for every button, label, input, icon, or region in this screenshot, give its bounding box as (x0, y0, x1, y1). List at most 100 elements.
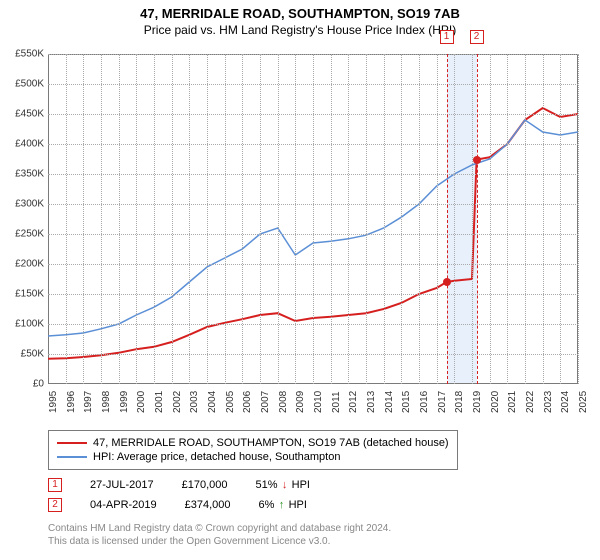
x-tick-label: 2018 (454, 391, 465, 413)
x-tick-label: 2008 (278, 391, 289, 413)
gridline-v (525, 54, 526, 384)
sales-table: 1 27-JUL-2017 £170,000 51% ↓ HPI 2 04-AP… (48, 478, 310, 518)
gridline-v (313, 54, 314, 384)
title-block: 47, MERRIDALE ROAD, SOUTHAMPTON, SO19 7A… (0, 0, 600, 37)
x-tick-label: 2013 (366, 391, 377, 413)
gridline-v (172, 54, 173, 384)
footer-line: This data is licensed under the Open Gov… (48, 535, 391, 548)
x-tick-label: 1997 (83, 391, 94, 413)
gridline-v (119, 54, 120, 384)
y-tick-label: £150K (0, 289, 44, 300)
gridline-v (348, 54, 349, 384)
y-tick-label: £50K (0, 349, 44, 360)
legend-swatch (57, 456, 87, 458)
gridline-v (472, 54, 473, 384)
y-tick-label: £450K (0, 109, 44, 120)
legend-item: 47, MERRIDALE ROAD, SOUTHAMPTON, SO19 7A… (57, 437, 449, 449)
title-address: 47, MERRIDALE ROAD, SOUTHAMPTON, SO19 7A… (0, 6, 600, 21)
x-tick-label: 2014 (384, 391, 395, 413)
y-tick-label: £350K (0, 169, 44, 180)
sale-price: £170,000 (182, 479, 228, 491)
legend-item: HPI: Average price, detached house, Sout… (57, 451, 449, 463)
footer-attribution: Contains HM Land Registry data © Crown c… (48, 522, 391, 548)
x-tick-label: 2005 (225, 391, 236, 413)
gridline-v (366, 54, 367, 384)
sale-marker-box: 2 (48, 498, 62, 512)
y-tick-label: £250K (0, 229, 44, 240)
gridline-v (578, 54, 579, 384)
x-tick-label: 2010 (313, 391, 324, 413)
gridline-v (401, 54, 402, 384)
x-tick-label: 2020 (490, 391, 501, 413)
x-tick-label: 2003 (189, 391, 200, 413)
x-tick-label: 2024 (560, 391, 571, 413)
gridline-v (490, 54, 491, 384)
arrow-up-icon: ↑ (278, 499, 286, 511)
legend-label: 47, MERRIDALE ROAD, SOUTHAMPTON, SO19 7A… (93, 437, 449, 449)
x-tick-label: 2009 (295, 391, 306, 413)
gridline-v (101, 54, 102, 384)
plot-area: £0£50K£100K£150K£200K£250K£300K£350K£400… (48, 54, 578, 384)
x-tick-label: 2017 (437, 391, 448, 413)
sale-point-dot (473, 156, 481, 164)
gridline-v (543, 54, 544, 384)
sale-row: 2 04-APR-2019 £374,000 6% ↑ HPI (48, 498, 310, 512)
sale-pct-vs-hpi: 6% ↑ HPI (259, 499, 307, 511)
sale-vline (447, 54, 448, 384)
x-tick-label: 2001 (154, 391, 165, 413)
arrow-down-icon: ↓ (281, 479, 289, 491)
gridline-v (260, 54, 261, 384)
legend: 47, MERRIDALE ROAD, SOUTHAMPTON, SO19 7A… (48, 430, 458, 470)
legend-label: HPI: Average price, detached house, Sout… (93, 451, 340, 463)
gridline-v (83, 54, 84, 384)
gridline-v (278, 54, 279, 384)
gridline-v (454, 54, 455, 384)
sale-vline (477, 54, 478, 384)
y-tick-label: £400K (0, 139, 44, 150)
x-tick-label: 2019 (472, 391, 483, 413)
gridline-v (419, 54, 420, 384)
x-tick-label: 1998 (101, 391, 112, 413)
sale-price: £374,000 (185, 499, 231, 511)
y-tick-label: £0 (0, 379, 44, 390)
y-tick-label: £550K (0, 49, 44, 60)
sale-date: 27-JUL-2017 (90, 479, 154, 491)
gridline-v (384, 54, 385, 384)
legend-swatch (57, 442, 87, 444)
x-tick-label: 2021 (507, 391, 518, 413)
x-tick-label: 1996 (66, 391, 77, 413)
gridline-v (66, 54, 67, 384)
gridline-v (507, 54, 508, 384)
sale-marker-box: 1 (48, 478, 62, 492)
x-tick-label: 2012 (348, 391, 359, 413)
x-tick-label: 2025 (578, 391, 589, 413)
title-subtitle: Price paid vs. HM Land Registry's House … (0, 23, 600, 37)
x-tick-label: 1999 (119, 391, 130, 413)
sale-date: 04-APR-2019 (90, 499, 157, 511)
y-tick-label: £300K (0, 199, 44, 210)
gridline-v (154, 54, 155, 384)
x-tick-label: 1995 (48, 391, 59, 413)
footer-line: Contains HM Land Registry data © Crown c… (48, 522, 391, 535)
sale-pct-vs-hpi: 51% ↓ HPI (255, 479, 310, 491)
gridline-v (242, 54, 243, 384)
x-tick-label: 2015 (401, 391, 412, 413)
x-tick-label: 2000 (136, 391, 147, 413)
gridline-v (189, 54, 190, 384)
sale-marker-label: 2 (470, 30, 484, 44)
x-tick-label: 2007 (260, 391, 271, 413)
sale-point-dot (443, 278, 451, 286)
gridline-v (207, 54, 208, 384)
x-tick-label: 2011 (331, 391, 342, 413)
sale-row: 1 27-JUL-2017 £170,000 51% ↓ HPI (48, 478, 310, 492)
x-tick-label: 2016 (419, 391, 430, 413)
y-tick-label: £100K (0, 319, 44, 330)
x-tick-label: 2023 (543, 391, 554, 413)
chart-container: 47, MERRIDALE ROAD, SOUTHAMPTON, SO19 7A… (0, 0, 600, 560)
gridline-v (136, 54, 137, 384)
x-tick-label: 2006 (242, 391, 253, 413)
y-tick-label: £500K (0, 79, 44, 90)
gridline-v (225, 54, 226, 384)
x-tick-label: 2004 (207, 391, 218, 413)
x-tick-label: 2002 (172, 391, 183, 413)
